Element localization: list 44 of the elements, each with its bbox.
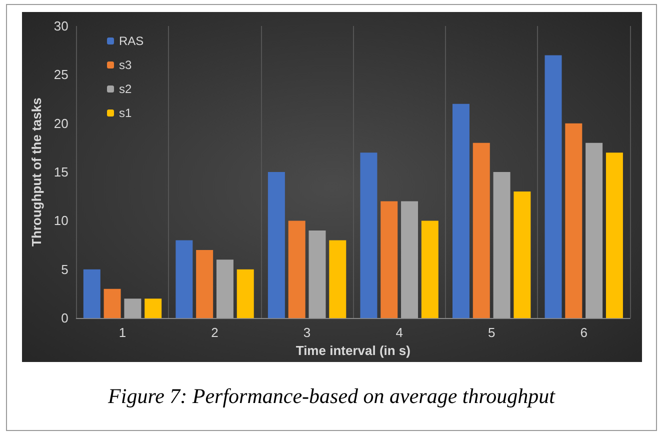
- y-tick-label: 10: [54, 213, 68, 228]
- caption: Figure 7: Performance-based on average throughput: [107, 384, 556, 409]
- bar: [565, 123, 582, 318]
- y-tick-label: 0: [61, 310, 68, 326]
- legend-label: s3: [119, 58, 132, 72]
- bar: [124, 298, 142, 318]
- bar: [606, 152, 623, 318]
- bar: [421, 220, 438, 318]
- bar: [472, 142, 490, 318]
- bar: [236, 269, 254, 318]
- y-tick-label: 5: [61, 262, 68, 277]
- bar: [288, 220, 306, 318]
- y-tick-label: 25: [54, 67, 68, 82]
- x-tick-label: 2: [211, 325, 218, 340]
- x-tick-label: 4: [396, 325, 403, 340]
- bar: [401, 201, 418, 318]
- bar: [493, 172, 510, 318]
- bar: [329, 240, 346, 318]
- y-axis-title: Throughput of the tasks: [29, 98, 44, 246]
- bar: [104, 288, 121, 318]
- bar: [216, 260, 234, 318]
- bar: [196, 250, 214, 318]
- y-tick-label: 20: [54, 116, 68, 131]
- y-tick-label: 30: [54, 18, 68, 34]
- bar: [308, 230, 326, 318]
- x-tick-label: 6: [580, 325, 588, 340]
- bar: [83, 269, 100, 318]
- bar: [360, 152, 378, 318]
- bar: [452, 104, 470, 318]
- legend-label: s1: [119, 106, 132, 120]
- bar: [268, 172, 285, 318]
- bar: [144, 298, 162, 318]
- legend-label: RAS: [119, 34, 144, 48]
- legend-label: s2: [119, 82, 132, 96]
- x-tick-label: 3: [303, 325, 311, 340]
- bar: [380, 201, 398, 318]
- y-tick-label: 15: [54, 164, 68, 180]
- x-tick-label: 5: [488, 325, 496, 340]
- bar: [176, 240, 193, 318]
- bar: [586, 142, 603, 318]
- bar: [544, 55, 562, 318]
- bar: [514, 192, 531, 318]
- x-tick-label: 1: [118, 325, 126, 340]
- x-axis-title: Time interval (in s): [296, 343, 410, 358]
